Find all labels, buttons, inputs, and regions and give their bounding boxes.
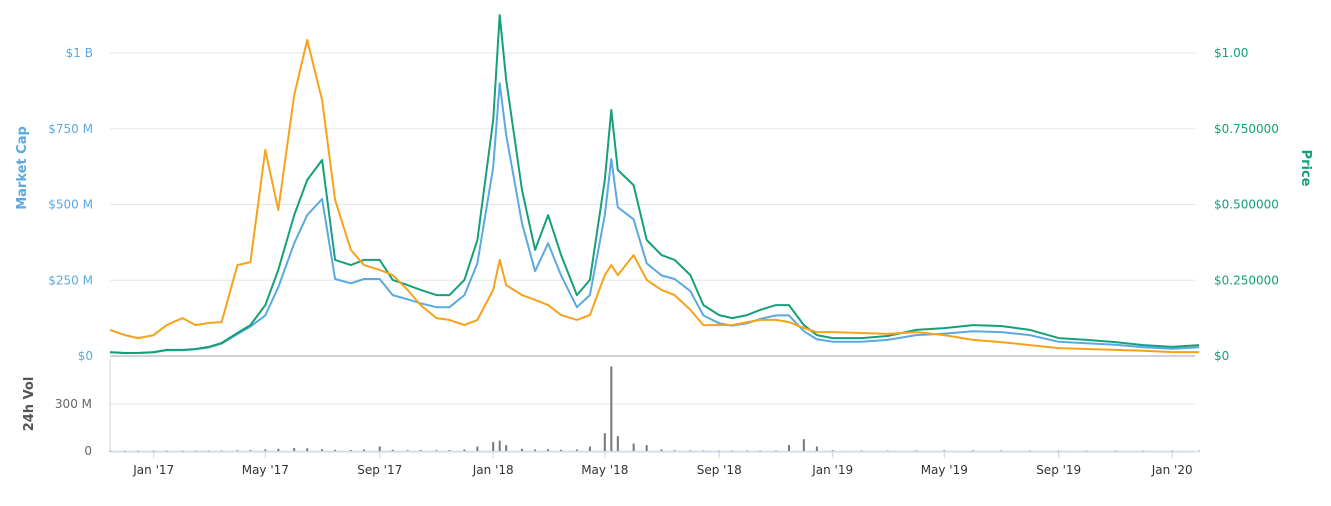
volume-bar bbox=[362, 449, 365, 451]
series-line-price-btc- bbox=[109, 39, 1200, 354]
volume-bar bbox=[603, 433, 606, 451]
volume-bar bbox=[1142, 450, 1145, 452]
volume-bar bbox=[306, 448, 309, 451]
volume-bar bbox=[391, 449, 394, 451]
volume-bar bbox=[660, 449, 663, 451]
volume-bar bbox=[1114, 450, 1117, 452]
volume-bar bbox=[972, 450, 975, 451]
volume-bar bbox=[181, 450, 184, 452]
volume-bar bbox=[534, 449, 537, 451]
x-tick-label: Jan '17 bbox=[132, 463, 174, 477]
volume-bar bbox=[560, 449, 563, 451]
series-line-price-usd- bbox=[109, 14, 1200, 354]
volume-bar bbox=[220, 450, 223, 452]
volume-bar bbox=[886, 450, 889, 452]
right-tick-label: $0.250000 bbox=[1214, 273, 1279, 287]
volume-bar bbox=[505, 445, 508, 451]
right-tick-label: $1.00 bbox=[1214, 46, 1248, 60]
volume-bar bbox=[435, 450, 438, 451]
volume-bar bbox=[1171, 450, 1174, 452]
volume-bar bbox=[815, 446, 818, 451]
volume-bar bbox=[746, 450, 749, 452]
volume-bar bbox=[349, 450, 352, 451]
left-tick-label: $500 M bbox=[48, 198, 93, 212]
volume-bar bbox=[718, 450, 721, 452]
volume-bar bbox=[492, 442, 495, 451]
volume-bar bbox=[264, 449, 267, 451]
x-tick-label: Jan '18 bbox=[472, 463, 514, 477]
volume-bar bbox=[406, 450, 409, 451]
volume-bar bbox=[860, 450, 863, 452]
volume-bar bbox=[277, 448, 280, 451]
right-tick-label: $0.750000 bbox=[1214, 122, 1279, 136]
volume-bar bbox=[448, 450, 451, 451]
x-tick-label: May '18 bbox=[581, 463, 628, 477]
x-tick-label: May '17 bbox=[242, 463, 289, 477]
left-tick-label: $750 M bbox=[48, 122, 93, 136]
volume-bar bbox=[673, 450, 676, 451]
right-tick-label: $0 bbox=[1214, 349, 1229, 363]
left-tick-label: $1 B bbox=[66, 46, 93, 60]
volume-tick-label: 300 M bbox=[55, 397, 92, 411]
x-tick-label: Jan '19 bbox=[811, 463, 853, 477]
volume-bar bbox=[378, 446, 381, 451]
volume-bar bbox=[293, 448, 296, 451]
volume-bar bbox=[152, 450, 155, 452]
volume-axis-title: 24h Vol bbox=[22, 377, 37, 432]
volume-bar bbox=[802, 439, 805, 451]
volume-bar bbox=[575, 449, 578, 451]
x-tick-label: May '19 bbox=[921, 463, 968, 477]
volume-bar bbox=[915, 450, 918, 451]
volume-bar bbox=[1028, 450, 1031, 452]
x-tick-label: Sep '18 bbox=[697, 463, 742, 477]
volume-bar bbox=[588, 446, 591, 451]
x-tick-label: Sep '19 bbox=[1036, 463, 1081, 477]
volume-bar bbox=[1085, 450, 1088, 452]
volume-bar bbox=[236, 450, 239, 451]
right-axis-title: Price bbox=[1298, 150, 1313, 187]
volume-bar bbox=[249, 450, 252, 451]
volume-bar bbox=[463, 449, 466, 451]
volume-bar bbox=[476, 446, 479, 451]
volume-tick-label: 0 bbox=[84, 444, 92, 458]
x-tick-label: Jan '20 bbox=[1151, 463, 1193, 477]
volume-bar bbox=[616, 436, 619, 451]
volume-bar bbox=[632, 443, 635, 451]
x-tick-label: Sep '17 bbox=[357, 463, 402, 477]
volume-bar bbox=[702, 450, 705, 452]
volume-bar bbox=[547, 449, 550, 451]
volume-bar bbox=[498, 440, 501, 451]
volume-bar bbox=[774, 450, 777, 452]
volume-bar bbox=[136, 450, 139, 452]
volume-bar bbox=[759, 450, 762, 452]
volume-bar bbox=[689, 450, 692, 451]
volume-bar bbox=[109, 450, 111, 452]
volume-bar bbox=[334, 449, 337, 451]
right-tick-label: $0.500000 bbox=[1214, 198, 1279, 212]
volume-bar bbox=[207, 450, 210, 452]
volume-bar bbox=[521, 448, 524, 451]
left-axis-title: Market Cap bbox=[15, 126, 30, 210]
volume-bar bbox=[194, 450, 197, 452]
volume-bar bbox=[787, 445, 790, 451]
series-line-market-cap bbox=[109, 82, 1200, 354]
volume-bar bbox=[943, 450, 946, 451]
volume-bar bbox=[1057, 450, 1060, 452]
volume-bar bbox=[645, 445, 648, 451]
volume-bar bbox=[419, 450, 422, 451]
volume-bar bbox=[321, 449, 324, 451]
volume-bar bbox=[123, 450, 126, 452]
volume-bar bbox=[1198, 450, 1201, 452]
volume-bar bbox=[165, 450, 168, 452]
left-tick-label: $0 bbox=[78, 349, 93, 363]
left-tick-label: $250 M bbox=[48, 273, 93, 287]
volume-bar bbox=[1000, 450, 1003, 452]
volume-bar bbox=[610, 366, 613, 451]
volume-bar bbox=[831, 450, 834, 451]
volume-bar bbox=[731, 450, 734, 452]
